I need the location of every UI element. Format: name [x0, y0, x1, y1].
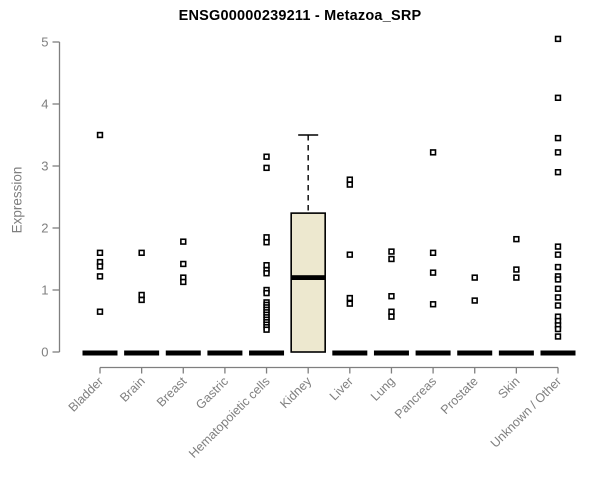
data-point — [263, 234, 270, 241]
data-point — [346, 181, 354, 188]
data-point — [471, 297, 478, 304]
data-point — [180, 238, 187, 245]
data-point — [96, 273, 104, 280]
data-point — [180, 260, 187, 268]
data-point — [471, 274, 478, 281]
zero-median-bar — [415, 350, 451, 356]
data-point — [554, 243, 562, 250]
data-point — [96, 263, 104, 270]
x-category-label: Skin — [495, 374, 522, 401]
zero-median-bar — [207, 350, 243, 356]
data-point — [429, 249, 437, 256]
x-category-label: Breast — [154, 374, 190, 410]
data-point — [263, 270, 270, 277]
median-line — [291, 275, 326, 280]
data-point — [96, 131, 104, 139]
data-point — [388, 292, 395, 300]
data-point — [388, 248, 395, 255]
data-point — [554, 149, 562, 156]
data-point — [554, 134, 562, 142]
data-point — [346, 300, 354, 307]
zero-median-bar — [249, 350, 285, 356]
data-point — [96, 249, 104, 256]
x-category-label: Liver — [327, 374, 356, 403]
data-point — [554, 94, 562, 102]
x-category-label: Unknown / Other — [488, 374, 564, 450]
data-point — [346, 251, 354, 258]
x-category-label: Gastric — [193, 374, 231, 412]
y-tick-label: 3 — [41, 159, 48, 174]
x-category-label: Pancreas — [392, 374, 439, 421]
data-point — [554, 285, 562, 292]
data-point — [388, 313, 395, 320]
x-category-label: Bladder — [66, 374, 106, 414]
data-point — [554, 325, 562, 333]
data-point — [346, 294, 354, 302]
y-tick-label: 1 — [41, 283, 48, 298]
data-point — [554, 35, 562, 43]
y-tick-label: 4 — [41, 97, 48, 112]
zero-median-bar — [82, 350, 118, 356]
x-category-label: Lung — [368, 374, 398, 404]
data-point — [554, 251, 562, 258]
zero-median-bar — [457, 350, 493, 356]
data-point — [554, 276, 562, 283]
data-point — [263, 326, 270, 333]
zero-median-bar — [498, 350, 534, 356]
data-point — [180, 278, 187, 286]
data-point — [96, 308, 104, 315]
data-point — [263, 289, 270, 297]
data-point — [263, 153, 270, 160]
data-point — [554, 294, 562, 301]
data-point — [429, 149, 437, 156]
x-category-label: Hematopoietic cells — [186, 374, 273, 461]
data-point — [513, 235, 520, 243]
data-point — [388, 255, 395, 263]
data-point — [263, 164, 270, 172]
chart-title: ENSG00000239211 - Metazoa_SRP — [178, 8, 422, 24]
data-point — [429, 301, 437, 308]
data-point — [513, 274, 520, 281]
zero-median-bar — [124, 350, 160, 356]
zero-median-bar — [332, 350, 368, 356]
box — [290, 212, 326, 353]
zero-median-bar — [540, 350, 576, 356]
y-tick-label: 0 — [41, 345, 48, 360]
x-category-label: Kidney — [277, 374, 314, 411]
zero-median-bar — [373, 350, 409, 356]
data-point — [388, 308, 395, 315]
x-category-label: Brain — [117, 374, 148, 405]
data-point — [554, 169, 562, 176]
zero-median-bar — [165, 350, 201, 356]
data-point — [554, 302, 562, 309]
data-point — [513, 266, 520, 273]
data-point — [554, 263, 562, 271]
data-point — [138, 249, 145, 256]
data-point — [263, 239, 270, 246]
y-tick-label: 5 — [41, 35, 48, 50]
y-tick-label: 2 — [41, 221, 48, 236]
data-point — [429, 269, 437, 276]
data-point — [263, 261, 270, 269]
data-point — [138, 296, 145, 304]
data-point — [346, 176, 354, 183]
x-category-label: Prostate — [438, 374, 481, 417]
data-point — [138, 291, 145, 299]
data-point — [554, 333, 562, 340]
